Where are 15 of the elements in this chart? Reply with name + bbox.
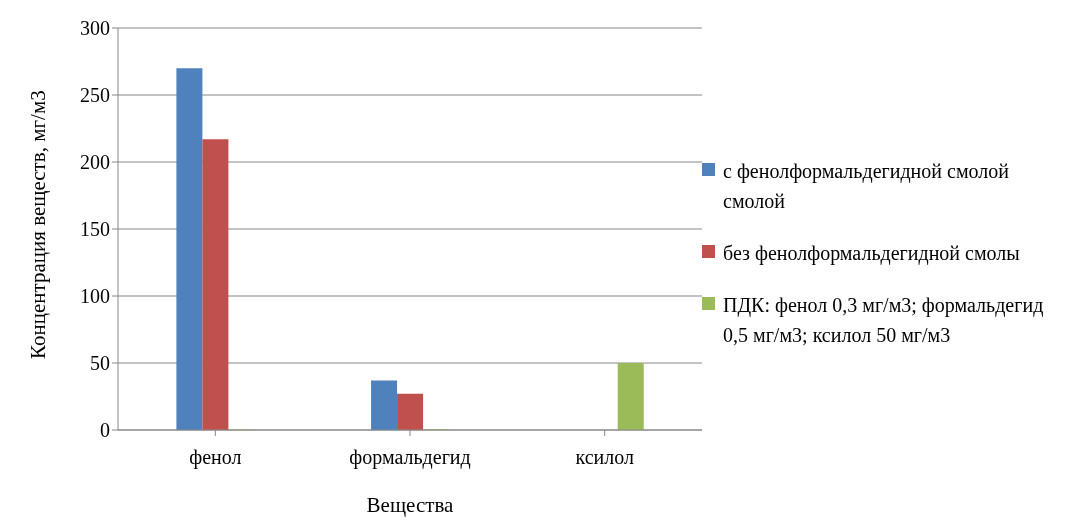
y-tick-label: 200	[80, 151, 110, 174]
y-tick-label: 300	[80, 17, 110, 40]
x-tick-label: фенол	[189, 446, 242, 470]
legend-label: без фенолформальдегидной смолы	[723, 241, 1020, 267]
y-tick-label: 250	[80, 84, 110, 107]
y-axis-title: Концентрация веществ, мг/м3	[26, 90, 51, 359]
x-axis-title: Вещества	[366, 493, 455, 517]
y-tick-label: 100	[80, 285, 110, 308]
x-tick-label: ксилол	[575, 446, 634, 469]
legend-label: ПДК: фенол 0,3 мг/м3; формальдегид 0,5 мг/м3; ксилол 50 мг/м3	[723, 293, 1045, 348]
y-tick-label: 0	[100, 419, 110, 442]
y-tick-label: 50	[90, 352, 110, 375]
y-tick-label: 150	[80, 218, 110, 241]
legend-label: с фенолформальдегидной смолой смолой	[723, 159, 1010, 214]
x-tick-label: формальдегид	[349, 446, 471, 470]
